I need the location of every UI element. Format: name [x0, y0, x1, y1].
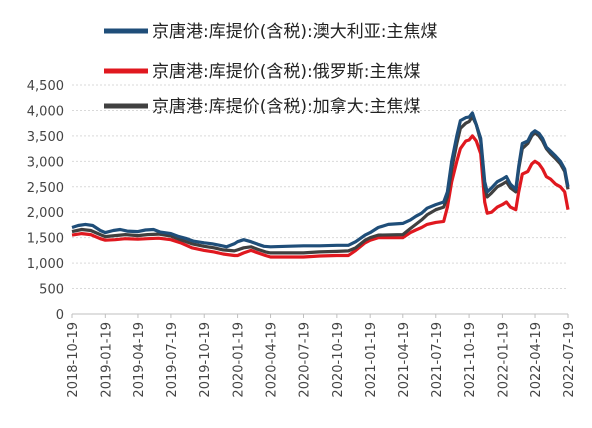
y-tick-label: 1,000 [27, 257, 64, 272]
legend-item-canada: 京唐港:库提价(含税):加拿大:主焦煤 [104, 96, 420, 117]
x-tick-label: 2019-07-19 [165, 322, 180, 398]
x-tick-label: 2019-10-19 [198, 322, 213, 398]
series-line-russia [71, 134, 570, 259]
y-tick-label: 0 [56, 308, 64, 323]
x-tick-label: 2022-04-19 [529, 322, 544, 398]
x-tick-label: 2021-10-19 [463, 322, 478, 398]
legend-item-russia: 京唐港:库提价(含税):俄罗斯:主焦煤 [104, 61, 420, 82]
legend-label-australia: 京唐港:库提价(含税):澳大利亚:主焦煤 [152, 21, 437, 42]
x-tick-label: 2022-07-19 [562, 322, 577, 398]
x-tick-label: 2018-10-19 [66, 322, 81, 398]
x-axis: 2018-10-19 2019-01-19 2019-04-19 2019-07-19… [66, 313, 577, 398]
legend-label-russia: 京唐港:库提价(含税):俄罗斯:主焦煤 [152, 61, 420, 82]
y-tick-label: 4,500 [27, 79, 64, 94]
y-axis: 0 500 1,000 1,500 2,000 2,500 3,000 3,500 4,000 4… [27, 79, 64, 323]
series-line-australia [71, 111, 570, 249]
x-tick-label: 2021-01-19 [364, 322, 379, 398]
legend: 京唐港:库提价(含税):澳大利亚:主焦煤 京唐港:库提价(含税):俄罗斯:主焦煤… [104, 21, 437, 117]
y-tick-label: 3,500 [27, 130, 64, 145]
y-tick-label: 500 [39, 283, 64, 298]
x-tick-label: 2022-01-19 [496, 322, 511, 398]
x-tick-label: 2020-04-19 [265, 322, 280, 398]
x-tick-label: 2021-07-19 [430, 322, 445, 398]
series-lines [71, 111, 570, 259]
x-tick-label: 2021-04-19 [397, 322, 412, 398]
y-tick-label: 1,500 [27, 232, 64, 247]
y-tick-label: 3,000 [27, 155, 64, 170]
y-tick-label: 2,500 [27, 181, 64, 196]
legend-label-canada: 京唐港:库提价(含税):加拿大:主焦煤 [152, 96, 420, 117]
x-tick-label: 2019-01-19 [99, 322, 114, 398]
y-tick-label: 2,000 [27, 206, 64, 221]
x-tick-label: 2020-07-19 [298, 322, 313, 398]
x-tick-label: 2020-10-19 [331, 322, 346, 398]
y-tick-label: 4,000 [27, 104, 64, 119]
x-tick-label: 2020-01-19 [232, 322, 247, 398]
x-tick-label: 2019-04-19 [132, 322, 147, 398]
legend-item-australia: 京唐港:库提价(含税):澳大利亚:主焦煤 [104, 21, 437, 42]
